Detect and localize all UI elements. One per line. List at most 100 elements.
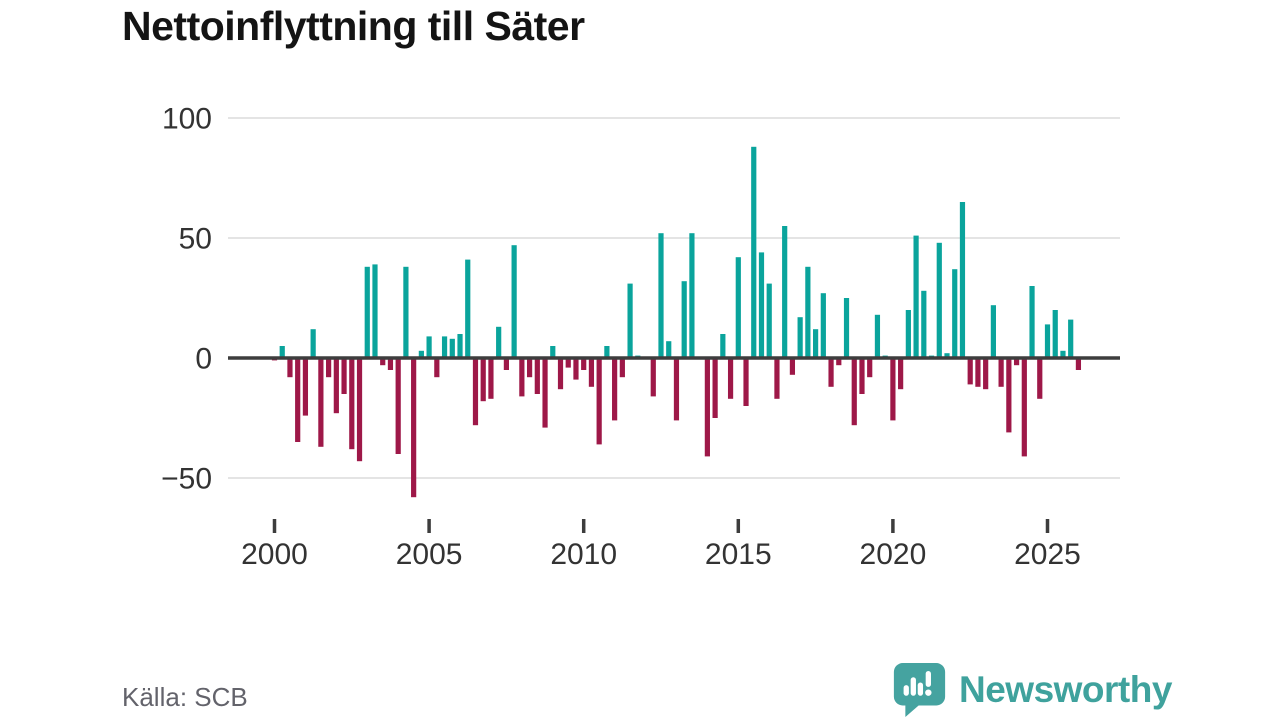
bar xyxy=(658,233,664,358)
bar xyxy=(1068,319,1074,358)
bar xyxy=(936,242,942,358)
bar xyxy=(411,358,417,498)
bar xyxy=(890,358,896,421)
bar xyxy=(511,245,517,358)
bar xyxy=(998,358,1004,387)
bar xyxy=(557,358,564,390)
bar xyxy=(449,338,455,358)
x-tick-label: 2015 xyxy=(705,538,772,571)
bar xyxy=(341,358,347,394)
bar xyxy=(287,358,293,378)
x-tick-label: 2020 xyxy=(860,538,927,571)
bar xyxy=(673,358,680,421)
bar xyxy=(836,358,842,366)
x-tick-label: 2025 xyxy=(1014,538,1081,571)
bar xyxy=(1060,350,1066,358)
bar xyxy=(921,290,927,358)
bar xyxy=(434,358,440,378)
newsworthy-wordmark: Newsworthy xyxy=(959,669,1172,710)
bar xyxy=(395,358,401,454)
bar xyxy=(457,334,463,358)
bar xyxy=(774,358,780,399)
bar xyxy=(743,358,749,406)
bar xyxy=(990,305,996,358)
bar xyxy=(1021,358,1027,457)
bar xyxy=(279,346,285,358)
bar xyxy=(356,358,363,462)
bar xyxy=(472,358,479,426)
bar xyxy=(782,226,788,358)
bar xyxy=(727,358,734,399)
newsworthy-logo-icon xyxy=(893,663,946,717)
bar xyxy=(441,336,448,358)
bar xyxy=(681,281,687,358)
y-tick-label: −50 xyxy=(161,463,212,496)
bar xyxy=(534,358,540,394)
x-tick-label: 2005 xyxy=(396,538,463,571)
bar xyxy=(1037,358,1043,399)
bar xyxy=(565,358,571,368)
bar xyxy=(318,358,324,447)
bar xyxy=(959,202,966,358)
newsworthy-logo: Newsworthy xyxy=(893,662,1172,718)
bar xyxy=(588,358,595,387)
bar xyxy=(302,358,309,416)
bar xyxy=(1052,310,1058,358)
bar xyxy=(813,329,819,358)
bar xyxy=(867,358,873,378)
bar xyxy=(766,283,772,358)
bar xyxy=(349,358,355,450)
bar xyxy=(310,329,316,358)
y-tick-label: 50 xyxy=(179,223,212,256)
bar xyxy=(666,341,672,358)
bar xyxy=(426,336,432,358)
bar xyxy=(573,358,579,380)
bar xyxy=(581,358,587,370)
source-note: Källa: SCB xyxy=(122,682,248,712)
bar xyxy=(874,314,881,358)
bar xyxy=(859,358,865,394)
bar xyxy=(465,259,471,358)
bar xyxy=(975,358,981,387)
bar xyxy=(1044,324,1051,358)
bar xyxy=(619,358,625,378)
bar xyxy=(712,358,718,418)
bar xyxy=(828,358,834,387)
bar xyxy=(380,358,386,366)
bar xyxy=(364,266,370,358)
y-tick-label: 0 xyxy=(195,343,212,376)
bar xyxy=(789,358,796,375)
bar xyxy=(333,358,339,414)
bar xyxy=(952,269,958,358)
bar xyxy=(851,358,857,426)
bar xyxy=(735,257,741,358)
bar xyxy=(496,326,502,358)
bar xyxy=(905,310,911,358)
bar xyxy=(758,252,765,358)
bar xyxy=(550,346,556,358)
bar xyxy=(820,293,826,358)
bar xyxy=(526,358,533,378)
bar xyxy=(797,317,803,358)
bar xyxy=(596,358,602,445)
bar xyxy=(704,358,710,457)
chart-title: Nettoinflyttning till Säter xyxy=(122,3,585,49)
bar xyxy=(913,235,919,358)
bar xyxy=(650,358,656,397)
x-tick-label: 2010 xyxy=(550,538,617,571)
bar xyxy=(627,283,633,358)
bar xyxy=(843,298,850,358)
bar xyxy=(1075,358,1082,370)
bar xyxy=(488,358,494,399)
bar xyxy=(326,358,332,378)
bar xyxy=(967,358,973,385)
bar xyxy=(503,358,509,370)
bar xyxy=(542,358,548,428)
bar xyxy=(1006,358,1012,433)
bar xyxy=(295,358,301,442)
bar xyxy=(480,358,486,402)
bar xyxy=(612,358,618,421)
bar-chart: 2000 2005 2010 2015 2020 2025 100 50 0 −50 xyxy=(161,103,1120,571)
bar xyxy=(944,353,950,358)
bar xyxy=(387,358,394,370)
